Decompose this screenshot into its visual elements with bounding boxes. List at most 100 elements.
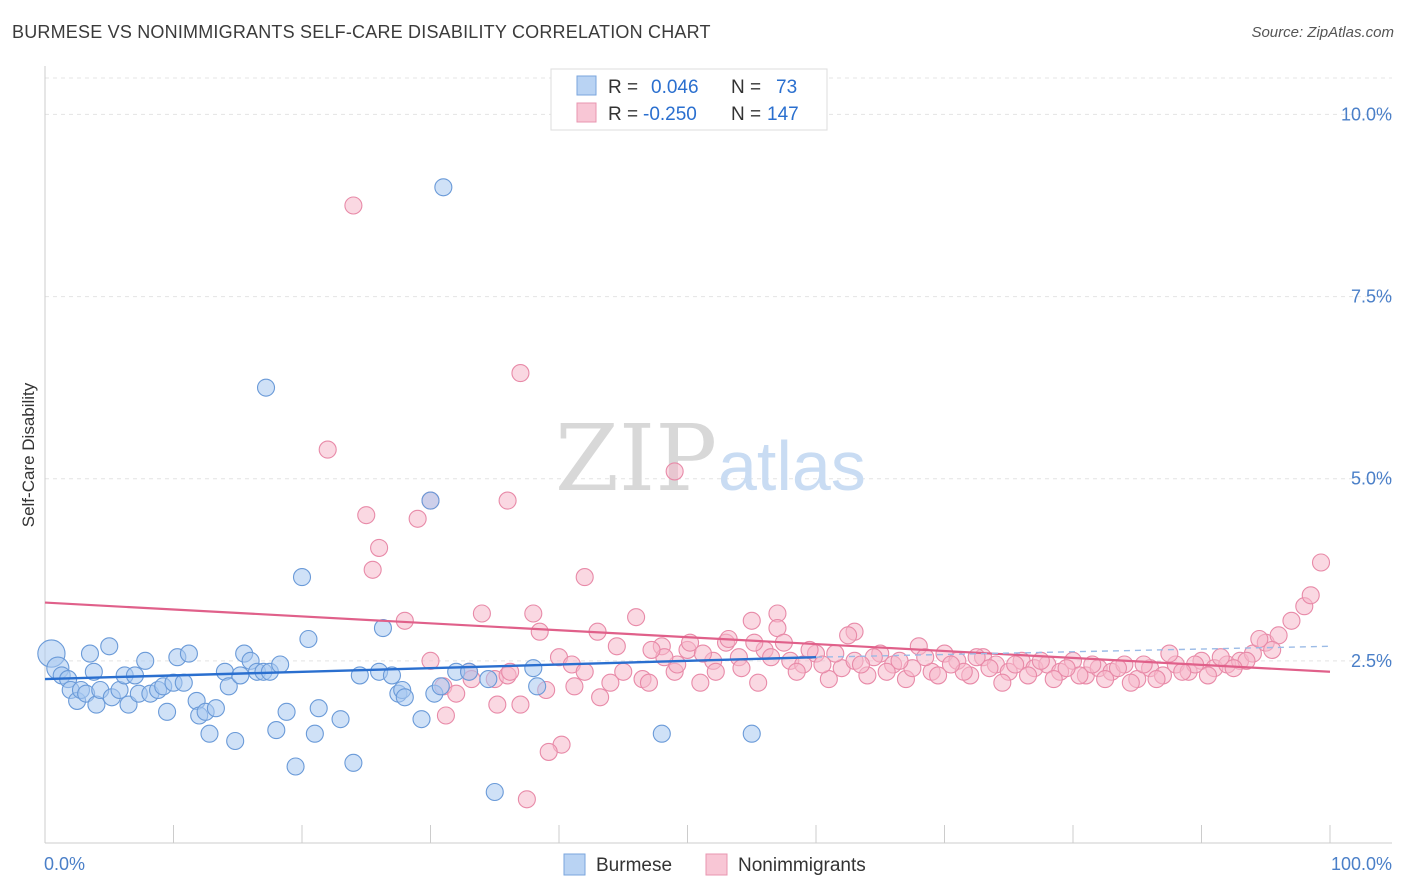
nonimmigrants-point bbox=[436, 706, 455, 725]
burmese-point bbox=[412, 710, 431, 729]
nonimmigrants-point bbox=[524, 604, 543, 623]
burmese-point bbox=[206, 699, 225, 718]
burmese-point bbox=[174, 673, 193, 692]
watermark-zip: ZIP bbox=[555, 405, 717, 512]
x-tick-label: 0.0% bbox=[44, 854, 85, 874]
nonimmigrants-point bbox=[813, 655, 832, 674]
legend-swatch-burmese bbox=[576, 75, 597, 96]
y-tick-labels: 2.5% 5.0% 7.5% 10.0% bbox=[1341, 104, 1392, 670]
nonimmigrants-point bbox=[565, 677, 584, 696]
trend-lines bbox=[44, 601, 1331, 681]
burmese-point bbox=[434, 178, 453, 197]
burmese-point bbox=[421, 491, 440, 510]
nonimmigrants-point bbox=[408, 509, 427, 528]
burmese-point bbox=[84, 662, 103, 681]
burmese-point bbox=[80, 644, 100, 663]
nonimmigrants-point bbox=[1096, 670, 1115, 689]
burmese-point bbox=[382, 666, 402, 685]
burmese-point bbox=[344, 753, 363, 772]
x-tick-labels: 0.0% 100.0% bbox=[44, 854, 1392, 874]
legend-n-label-nonimmigrants: N = bbox=[731, 104, 761, 125]
nonimmigrants-point bbox=[745, 633, 764, 652]
nonimmigrants-point bbox=[421, 651, 440, 670]
series-burmese bbox=[37, 178, 761, 802]
nonimmigrants-point bbox=[1147, 670, 1166, 689]
nonimmigrants-point bbox=[501, 662, 520, 681]
nonimmigrants-point bbox=[511, 364, 530, 383]
nonimmigrants-point bbox=[539, 742, 558, 761]
burmese-point bbox=[226, 731, 245, 751]
nonimmigrants-point bbox=[1211, 648, 1230, 667]
nonimmigrants-point bbox=[787, 662, 806, 681]
nonimmigrants-point bbox=[488, 695, 507, 714]
nonimmigrants-point bbox=[498, 491, 517, 510]
nonimmigrants-point bbox=[601, 673, 620, 692]
nonimmigrants-point bbox=[967, 648, 986, 667]
burmese-point bbox=[256, 378, 276, 397]
nonimmigrants-point bbox=[344, 196, 363, 215]
y-tick-label: 2.5% bbox=[1351, 651, 1392, 671]
y-tick-label: 10.0% bbox=[1341, 104, 1392, 124]
burmese-point bbox=[231, 666, 250, 685]
legend-n-label-burmese: N = bbox=[731, 77, 761, 98]
watermark-atlas: atlas bbox=[718, 427, 866, 505]
nonimmigrants-point bbox=[639, 673, 659, 692]
nonimmigrants-point bbox=[1301, 586, 1320, 605]
burmese-point bbox=[652, 724, 671, 743]
chart-title: BURMESE VS NONIMMIGRANTS SELF-CARE DISAB… bbox=[12, 22, 711, 42]
burmese-point bbox=[277, 702, 296, 721]
burmese-point bbox=[219, 677, 238, 696]
nonimmigrants-point bbox=[665, 462, 684, 481]
nonimmigrants-point bbox=[1173, 662, 1192, 681]
nonimmigrants-point bbox=[318, 440, 337, 459]
burmese-point bbox=[179, 644, 198, 663]
burmese-point bbox=[286, 757, 305, 776]
legend-box bbox=[550, 68, 828, 131]
nonimmigrants-point bbox=[916, 648, 935, 667]
nonimmigrants-point bbox=[370, 538, 389, 557]
burmese-point bbox=[267, 721, 286, 740]
burmese-point bbox=[136, 651, 155, 670]
nonimmigrants-point bbox=[517, 790, 536, 809]
bottom-legend: Burmese Nonimmigrants bbox=[563, 853, 866, 876]
bottom-legend-label-burmese: Burmese bbox=[596, 855, 672, 876]
nonimmigrants-point bbox=[447, 684, 466, 703]
nonimmigrants-point bbox=[706, 662, 725, 681]
nonimmigrants-point bbox=[839, 626, 858, 645]
nonimmigrants-point bbox=[732, 659, 751, 678]
burmese-point bbox=[395, 688, 414, 707]
nonimmigrants-point bbox=[877, 662, 896, 681]
burmese-point bbox=[524, 659, 543, 678]
legend-r-label-burmese: R = bbox=[608, 77, 638, 98]
nonimmigrants-point bbox=[363, 560, 382, 579]
legend-n-value-burmese: 73 bbox=[776, 77, 797, 98]
nonimmigrants-point bbox=[591, 688, 610, 707]
legend-swatch-nonimmigrants bbox=[576, 102, 597, 123]
burmese-point bbox=[742, 724, 761, 743]
burmese-point bbox=[100, 637, 119, 656]
nonimmigrants-point bbox=[472, 604, 491, 623]
nonimmigrants-point bbox=[1198, 666, 1217, 685]
source-label: Source: ZipAtlas.com bbox=[1251, 24, 1394, 41]
y-axis-title: Self-Care Disability bbox=[19, 382, 38, 527]
burmese-point bbox=[309, 699, 328, 718]
y-tick-label: 7.5% bbox=[1351, 287, 1392, 307]
legend-r-label-nonimmigrants: R = bbox=[608, 104, 638, 125]
nonimmigrants-point bbox=[607, 637, 626, 656]
nonimmigrants-point bbox=[1044, 670, 1063, 689]
legend-r-value-burmese: 0.046 bbox=[651, 77, 699, 98]
nonimmigrants-point bbox=[1134, 655, 1153, 674]
nonimmigrants-point bbox=[530, 622, 549, 641]
burmese-point bbox=[485, 782, 504, 802]
nonimmigrants-point bbox=[1018, 666, 1038, 685]
nonimmigrants-point bbox=[890, 651, 909, 670]
bottom-legend-swatch-burmese bbox=[563, 853, 586, 876]
watermark: ZIP atlas bbox=[555, 405, 866, 512]
burmese-point bbox=[305, 724, 324, 743]
burmese-point bbox=[158, 702, 177, 721]
bottom-legend-label-nonimmigrants: Nonimmigrants bbox=[738, 855, 866, 876]
burmese-point bbox=[373, 619, 393, 638]
nonimmigrants-point bbox=[575, 568, 594, 587]
nonimmigrants-point bbox=[1311, 553, 1331, 572]
